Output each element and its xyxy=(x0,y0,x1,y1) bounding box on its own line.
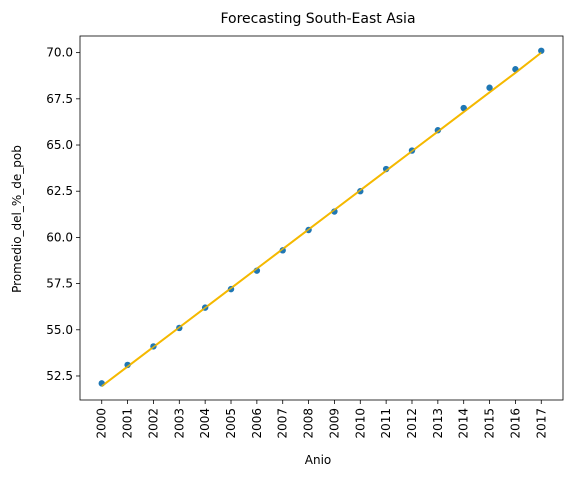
x-tick-label: 2006 xyxy=(250,408,264,439)
data-point xyxy=(486,84,493,91)
x-tick-label: 2017 xyxy=(534,408,548,439)
x-tick-label: 2000 xyxy=(95,408,109,439)
x-tick-label: 2007 xyxy=(276,408,290,439)
x-tick-label: 2016 xyxy=(508,408,522,439)
x-tick-label: 2005 xyxy=(224,408,238,439)
x-tick-label: 2010 xyxy=(353,408,367,439)
y-tick-label: 60.0 xyxy=(46,230,73,244)
x-tick-label: 2014 xyxy=(457,408,471,439)
x-tick-label: 2013 xyxy=(431,408,445,439)
data-point xyxy=(538,47,545,54)
x-tick-label: 2004 xyxy=(198,408,212,439)
x-tick-label: 2009 xyxy=(327,408,341,439)
chart-title: Forecasting South-East Asia xyxy=(220,11,415,27)
x-tick-label: 2012 xyxy=(405,408,419,439)
y-tick-label: 52.5 xyxy=(46,369,73,383)
y-tick-label: 70.0 xyxy=(46,46,73,60)
data-point xyxy=(460,104,467,112)
y-tick-label: 67.5 xyxy=(46,92,73,106)
data-point xyxy=(382,165,390,173)
forecast-line-overlay xyxy=(101,51,542,387)
x-tick-label: 2002 xyxy=(146,408,160,439)
data-point xyxy=(124,361,131,369)
x-tick-label: 2015 xyxy=(483,408,497,439)
y-tick-label: 57.5 xyxy=(46,277,73,291)
y-axis-label: Promedio_del_%_de_pob xyxy=(10,145,24,293)
y-tick-label: 65.0 xyxy=(46,138,73,152)
x-tick-label: 2001 xyxy=(121,408,135,439)
y-tick-label: 55.0 xyxy=(46,323,73,337)
x-tick-label: 2008 xyxy=(302,408,316,439)
x-tick-label: 2003 xyxy=(172,408,186,439)
data-point xyxy=(331,208,338,215)
plot-area: 52.5 55.0 57.5 60.0 62.5 65.0 67.5 70.0 2000 2001… xyxy=(46,35,564,439)
x-axis-label: Anio xyxy=(305,453,332,467)
plot-frame xyxy=(79,35,564,401)
y-tick-label: 62.5 xyxy=(46,184,73,198)
x-tick-label: 2011 xyxy=(379,408,393,439)
